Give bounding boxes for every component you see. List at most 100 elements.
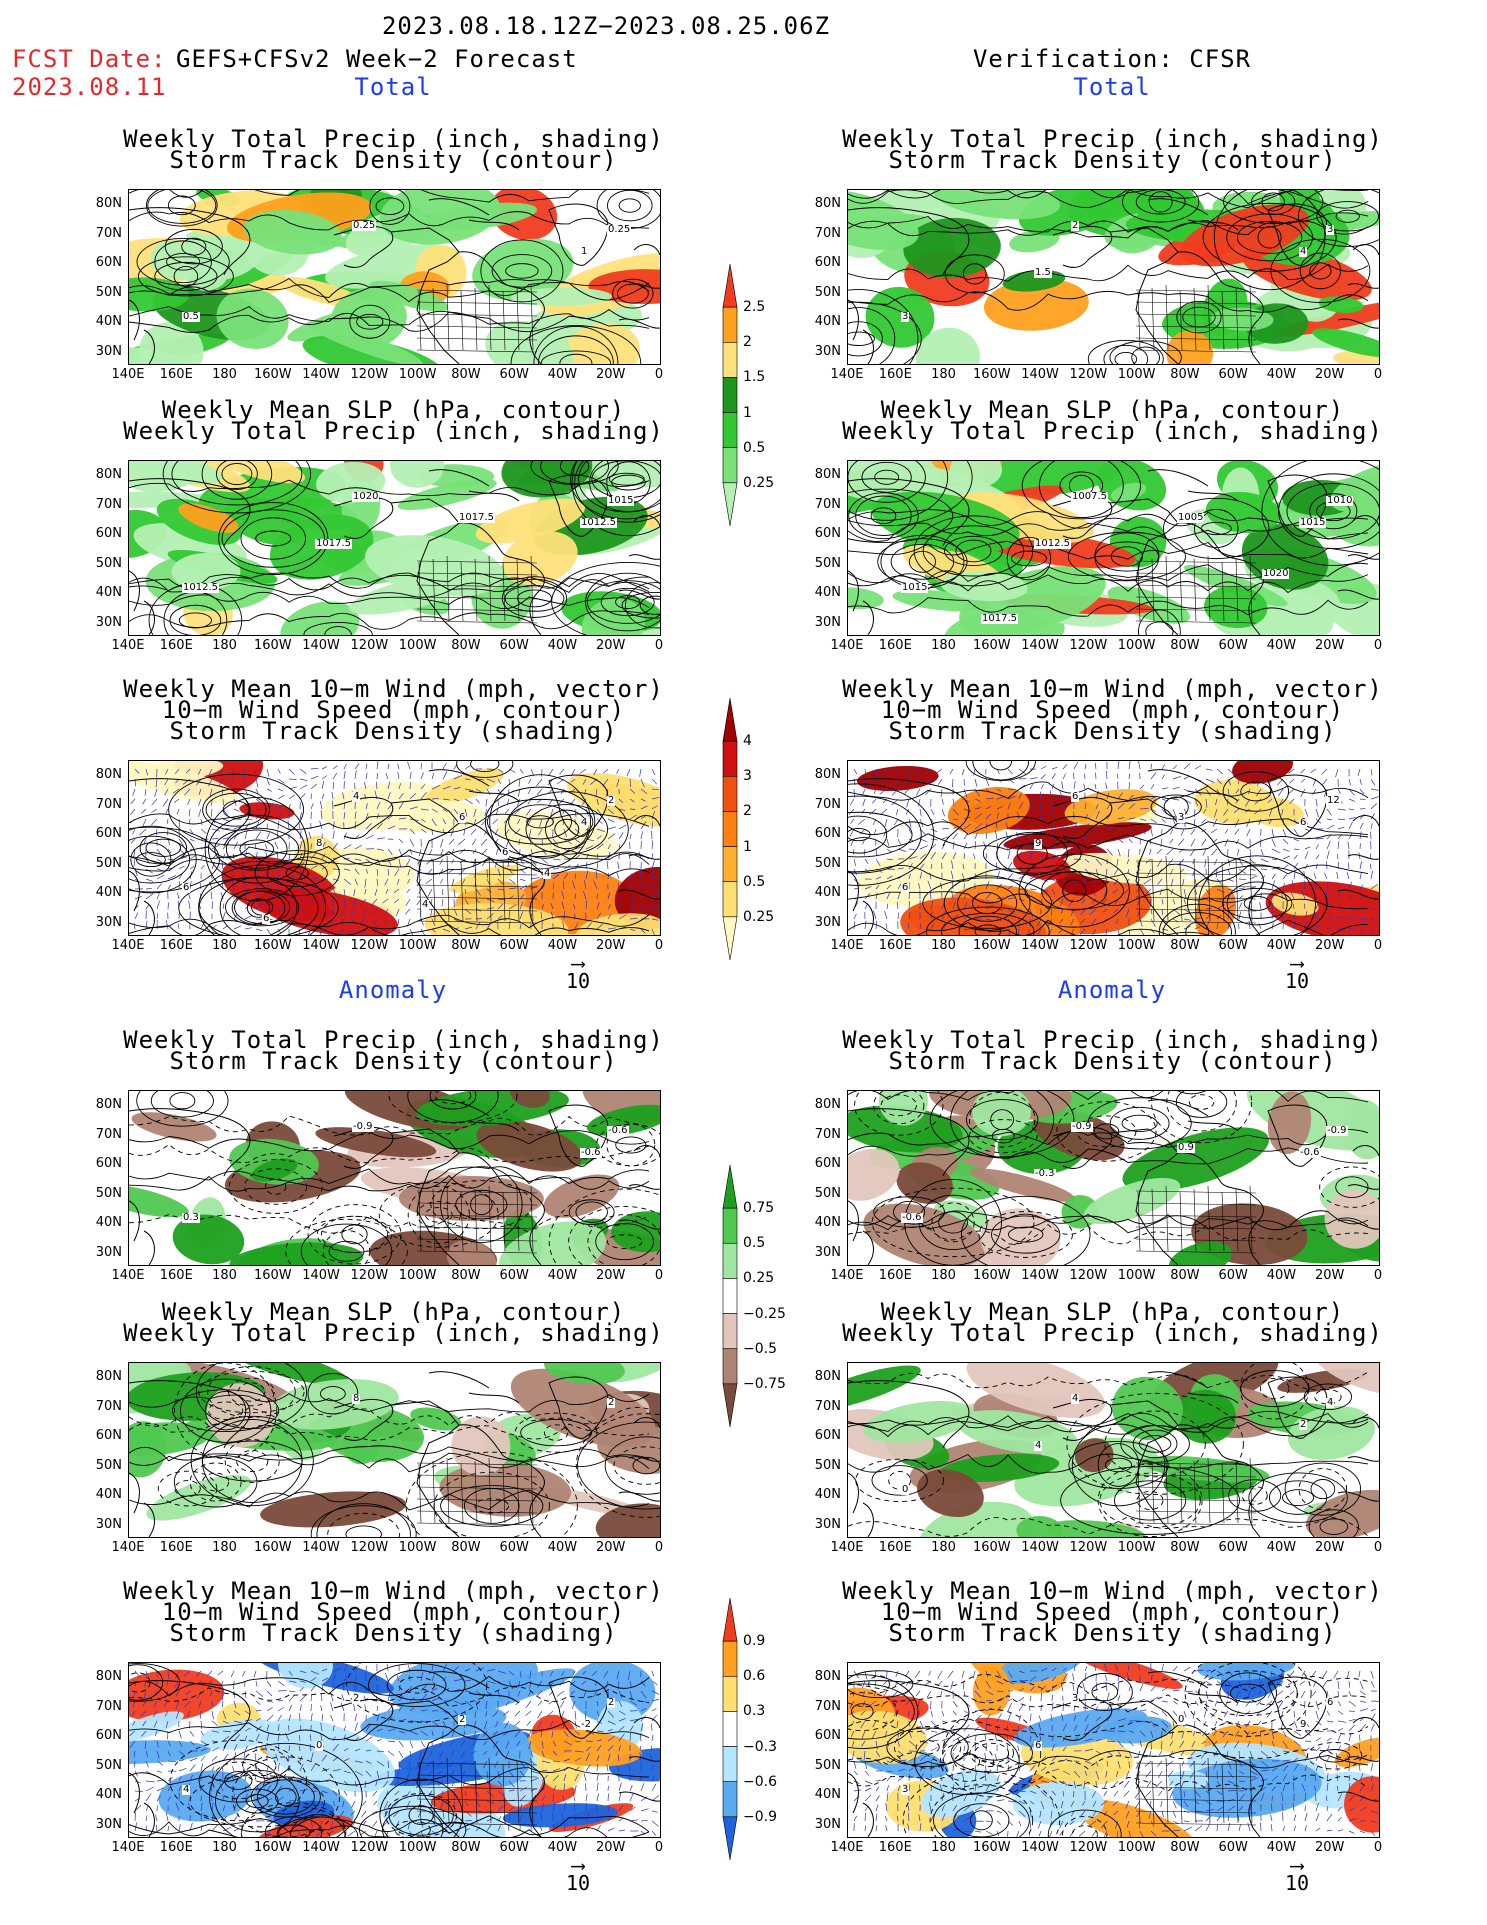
colorbar-swatch [722, 1164, 738, 1209]
map-panel-verification-3: 6 12 6 6 9 3 [847, 760, 1380, 936]
lat-tick-label: 40N [95, 885, 122, 900]
lat-tick-label: 70N [814, 1698, 841, 1714]
panel-title-line: Storm Track Density (contour) [888, 1047, 1337, 1075]
coastline [129, 1099, 660, 1265]
lon-tick-label: 180 [212, 638, 237, 653]
lat-tick-label: 70N [95, 796, 122, 812]
contour-label: 1015 [607, 495, 635, 506]
lon-tick-label: 180 [931, 938, 956, 953]
lon-tick-label: 60W [1218, 367, 1248, 382]
lon-tick-label: 140W [302, 1540, 340, 1555]
lat-tick-label: 60N [814, 1728, 841, 1743]
contour-label: 1015 [1299, 517, 1327, 528]
lat-tick-label: 70N [95, 1398, 122, 1414]
lat-tick-label: 40N [814, 885, 841, 900]
state-borders [416, 555, 538, 624]
lat-tick-label: 80N [95, 1097, 122, 1112]
contour-label: -0.6 [901, 1212, 923, 1223]
model-label: GEFS+CFSv2 Week−2 Forecast [176, 45, 578, 73]
state-borders [1135, 555, 1257, 624]
map-panel-verification-2: 1007.5 1010 1015 1015 1012.5 1005 1020 1017.5 [847, 460, 1380, 636]
lon-tick-label: 20W [1315, 638, 1345, 653]
contour-label: 0.9 [1177, 1142, 1195, 1153]
contour-label: 4 [182, 1784, 191, 1795]
colorbar-swatch [722, 1816, 738, 1861]
lon-tick-label: 120W [1069, 367, 1108, 382]
fcst-date: 2023.08.11 [12, 73, 167, 101]
contour-label: 4 [1299, 246, 1308, 257]
coastline [848, 1371, 1379, 1537]
lon-tick-label: 140E [111, 638, 145, 653]
map-panel-forecast-4: -0.9 -0.6 -0.6 0.3 [128, 1090, 661, 1266]
lon-tick-label: 60W [1218, 1540, 1248, 1555]
panel-title-line: Weekly Total Precip (inch, shading) [842, 125, 1383, 153]
vector-reference: ⟶ 10 [1285, 1855, 1309, 1894]
lat-tick-label: 30N [95, 1516, 122, 1532]
lat-tick-label: 80N [95, 467, 122, 482]
lon-tick-label: 100W [1117, 938, 1156, 953]
colorbar-level-label: 0.5 [743, 1235, 766, 1252]
contour-label: 0 [901, 1484, 910, 1495]
panel-title-line: Weekly Total Precip (inch, shading) [842, 1319, 1383, 1347]
lat-tick-label: 80N [814, 196, 841, 211]
lat-tick-label: 70N [814, 796, 841, 812]
lat-tick-label: 30N [814, 914, 841, 930]
colorbar-level-label: 0.25 [743, 1270, 775, 1287]
lon-tick-label: 120W [1069, 938, 1108, 953]
lon-tick-label: 0 [654, 638, 664, 653]
colorbar-swatch [722, 1313, 738, 1350]
lon-tick-label: 100W [1117, 1540, 1156, 1555]
contour-label: 12 [1326, 795, 1341, 806]
lon-tick-label: 160E [878, 1840, 912, 1855]
lat-tick-label: 70N [814, 1398, 841, 1414]
map-panel-forecast-1: 0.25 0.25 1 0.5 [128, 189, 661, 365]
lon-tick-label: 160W [253, 638, 292, 653]
contour-label: 0.25 [352, 220, 377, 231]
contour-lines [129, 461, 660, 635]
lat-tick-label: 50N [814, 555, 841, 571]
lon-tick-label: 120W [350, 638, 389, 653]
lat-tick-label: 40N [95, 1487, 122, 1502]
lon-tick-label: 160E [878, 638, 912, 653]
lon-tick-label: 60W [1218, 638, 1248, 653]
lat-tick-label: 50N [814, 855, 841, 871]
panel-title-line: Weekly Mean 10−m Wind (mph, vector) [123, 1577, 664, 1605]
lat-tick-label: 80N [95, 1369, 122, 1384]
lon-tick-label: 20W [1315, 1268, 1345, 1283]
lat-tick-label: 50N [814, 1457, 841, 1473]
panel-title-line: Weekly Mean 10−m Wind (mph, vector) [842, 675, 1383, 703]
precip-shading [129, 190, 660, 364]
colorbar-swatch [722, 846, 738, 883]
lon-tick-label: 20W [596, 1540, 626, 1555]
contour-label: 4 [580, 817, 589, 828]
lat-tick-label: 60N [814, 526, 841, 541]
contour-label: -0.6 [580, 1147, 602, 1158]
contour-label: 6 [1034, 1740, 1043, 1751]
lon-tick-label: 160E [878, 938, 912, 953]
contour-label: 4 [421, 899, 430, 910]
lat-tick-label: 80N [814, 767, 841, 782]
panel-title-line: Weekly Total Precip (inch, shading) [123, 1026, 664, 1054]
lat-tick-label: 80N [95, 1669, 122, 1684]
storm-anomaly-shading [848, 1663, 1379, 1837]
colorbar-swatch [722, 377, 738, 413]
lon-tick-label: 0 [1373, 367, 1383, 382]
colorbar-swatch [722, 1207, 738, 1244]
contour-label: 2 [1299, 1419, 1308, 1430]
arrow-icon: ⟶ [571, 1853, 585, 1877]
contour-label: 3 [901, 311, 910, 322]
colorbar-level-label: 0.25 [743, 474, 775, 491]
lon-tick-label: 40W [1266, 638, 1297, 653]
lon-tick-label: 120W [350, 1840, 389, 1855]
colorbar-swatch [722, 697, 738, 742]
lon-tick-label: 100W [1117, 367, 1156, 382]
lon-tick-label: 140E [111, 1540, 145, 1555]
lon-tick-label: 140E [830, 1840, 864, 1855]
lat-tick-label: 30N [95, 614, 122, 630]
lat-tick-label: 80N [814, 467, 841, 482]
contour-label: -0.9 [1071, 1121, 1093, 1132]
lon-tick-label: 80W [451, 1268, 481, 1283]
contour-label: 6 [1071, 791, 1080, 802]
lon-tick-label: 20W [1315, 1840, 1345, 1855]
lon-tick-label: 180 [931, 1268, 956, 1283]
